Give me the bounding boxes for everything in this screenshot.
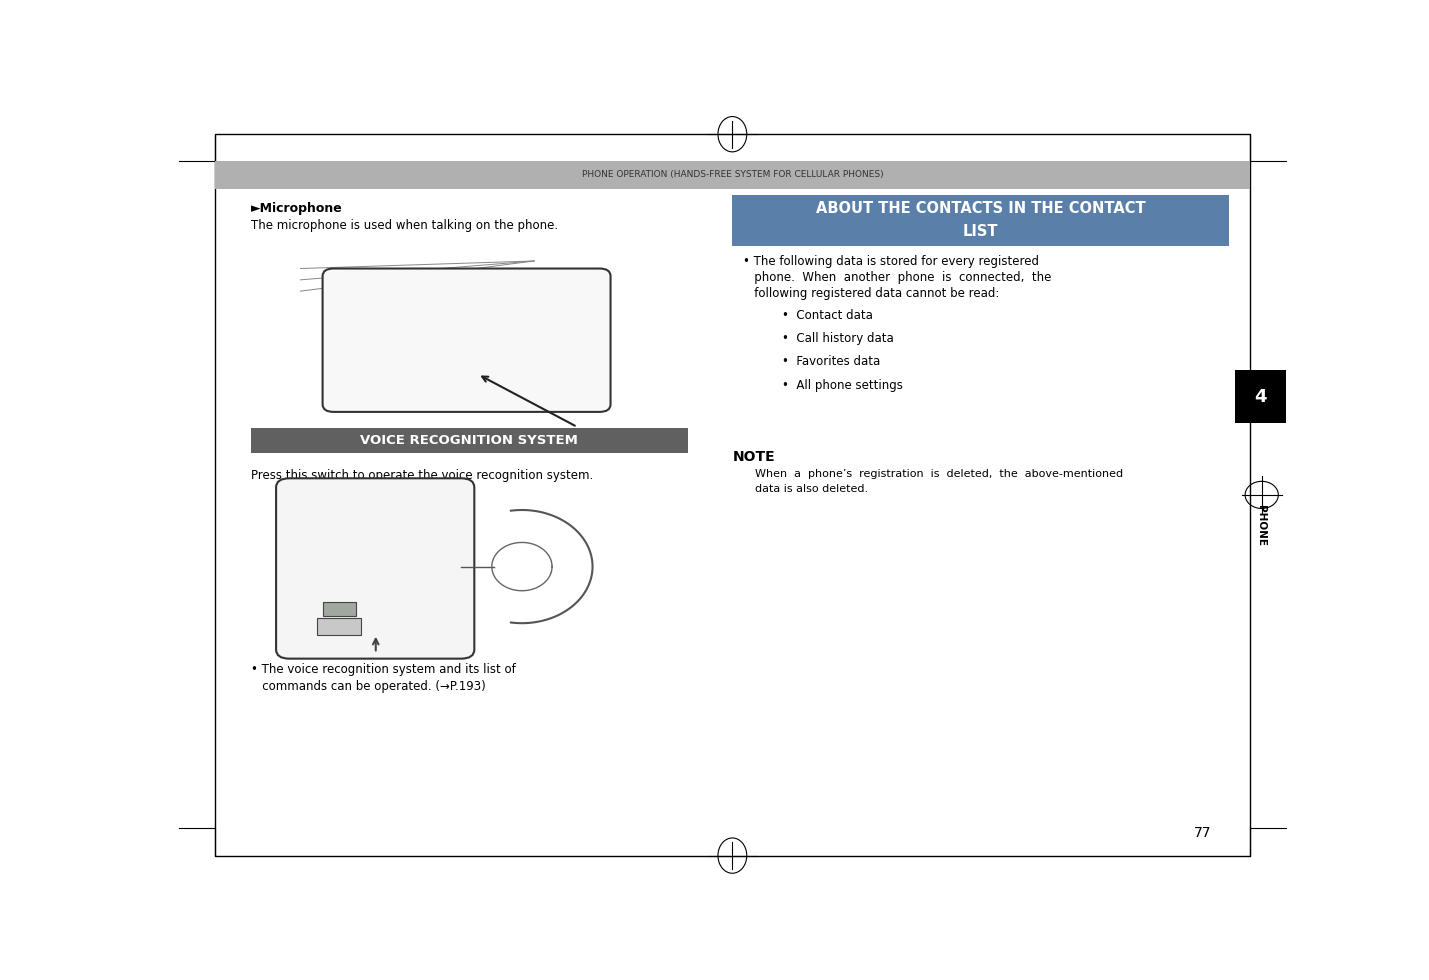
Text: •  All phone settings: • All phone settings — [782, 378, 903, 392]
Text: VOICE RECOGNITION SYSTEM: VOICE RECOGNITION SYSTEM — [360, 434, 579, 447]
Text: Press this switch to operate the voice recognition system.: Press this switch to operate the voice r… — [250, 469, 593, 482]
Text: data is also deleted.: data is also deleted. — [755, 483, 867, 494]
Text: •  Call history data: • Call history data — [782, 332, 895, 345]
Bar — [317, 618, 362, 634]
Bar — [216, 162, 1249, 188]
Text: • The voice recognition system and its list of: • The voice recognition system and its l… — [250, 663, 516, 676]
Text: •  Contact data: • Contact data — [782, 309, 873, 321]
Bar — [323, 602, 356, 615]
Text: phone.  When  another  phone  is  connected,  the: phone. When another phone is connected, … — [743, 270, 1052, 284]
Text: ABOUT THE CONTACTS IN THE CONTACT: ABOUT THE CONTACTS IN THE CONTACT — [816, 202, 1145, 217]
Text: When  a  phone’s  registration  is  deleted,  the  above-mentioned: When a phone’s registration is deleted, … — [755, 469, 1123, 479]
Text: PHONE: PHONE — [1256, 505, 1266, 546]
Bar — [733, 195, 1229, 246]
Bar — [1235, 370, 1286, 423]
FancyBboxPatch shape — [276, 478, 474, 659]
Text: ►Microphone: ►Microphone — [250, 202, 343, 216]
Text: The microphone is used when talking on the phone.: The microphone is used when talking on t… — [250, 219, 557, 231]
Text: •  Favorites data: • Favorites data — [782, 356, 880, 368]
Text: 4: 4 — [1255, 388, 1268, 406]
Text: commands can be operated. (→P.193): commands can be operated. (→P.193) — [250, 680, 486, 693]
FancyBboxPatch shape — [323, 269, 610, 412]
Text: LIST: LIST — [963, 224, 999, 239]
Text: PHONE OPERATION (HANDS-FREE SYSTEM FOR CELLULAR PHONES): PHONE OPERATION (HANDS-FREE SYSTEM FOR C… — [582, 171, 883, 179]
Text: • The following data is stored for every registered: • The following data is stored for every… — [743, 255, 1039, 268]
Bar — [250, 427, 689, 454]
Text: following registered data cannot be read:: following registered data cannot be read… — [743, 286, 1000, 300]
Text: 77: 77 — [1195, 826, 1212, 840]
Text: NOTE: NOTE — [733, 450, 775, 464]
